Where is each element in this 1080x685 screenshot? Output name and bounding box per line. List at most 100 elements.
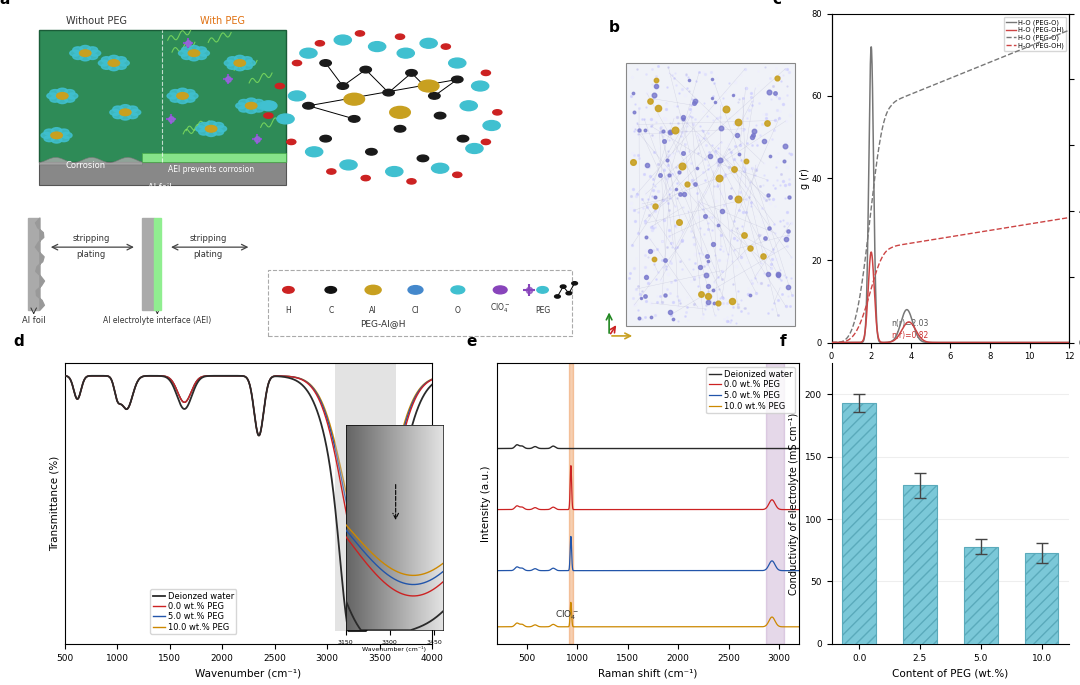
Circle shape bbox=[52, 137, 62, 143]
H-O (PEG-O) bbox=[825, 338, 838, 347]
0.0 wt.% PEG bbox=[784, 506, 797, 514]
Circle shape bbox=[451, 76, 463, 83]
Circle shape bbox=[432, 163, 448, 173]
Circle shape bbox=[442, 44, 450, 49]
5.0 wt.% PEG bbox=[505, 566, 518, 575]
Text: H: H bbox=[285, 306, 292, 314]
Circle shape bbox=[116, 57, 126, 62]
Circle shape bbox=[58, 136, 69, 142]
H-O (PEG-O) bbox=[865, 43, 878, 51]
Circle shape bbox=[189, 45, 199, 51]
Text: f: f bbox=[780, 334, 786, 349]
10.0 wt.% PEG bbox=[505, 623, 518, 631]
5.0 wt.% PEG bbox=[419, 379, 432, 388]
Deionized water bbox=[784, 445, 797, 453]
Y-axis label: g (r): g (r) bbox=[800, 168, 810, 188]
Circle shape bbox=[555, 295, 561, 298]
Circle shape bbox=[494, 286, 508, 294]
H-O (PEG-O) bbox=[930, 338, 943, 347]
Deionized water bbox=[490, 445, 503, 453]
10.0 wt.% PEG bbox=[199, 372, 212, 380]
Circle shape bbox=[120, 105, 131, 110]
Deionized water bbox=[511, 440, 524, 449]
Circle shape bbox=[50, 97, 60, 102]
Circle shape bbox=[561, 285, 566, 288]
Circle shape bbox=[234, 65, 245, 71]
5.0 wt.% PEG bbox=[215, 372, 228, 380]
10.0 wt.% PEG bbox=[426, 375, 438, 383]
H-O (PEG-O) bbox=[1015, 338, 1028, 347]
X-axis label: r (Å): r (Å) bbox=[940, 366, 961, 378]
Circle shape bbox=[283, 286, 294, 293]
Circle shape bbox=[349, 116, 360, 122]
Circle shape bbox=[408, 286, 423, 294]
Text: n(r)=2.03: n(r)=2.03 bbox=[891, 319, 929, 328]
Circle shape bbox=[239, 106, 249, 112]
X-axis label: Wavenumber (cm⁻¹): Wavenumber (cm⁻¹) bbox=[195, 668, 301, 678]
Circle shape bbox=[451, 286, 464, 294]
Circle shape bbox=[225, 60, 234, 66]
Line: H-O (PEG-O): H-O (PEG-O) bbox=[832, 47, 1069, 342]
Circle shape bbox=[460, 101, 477, 111]
Text: Cl: Cl bbox=[411, 306, 419, 314]
Circle shape bbox=[199, 123, 210, 128]
Circle shape bbox=[62, 132, 72, 138]
Circle shape bbox=[300, 48, 318, 58]
Legend: Deionized water, 0.0 wt.% PEG, 5.0 wt.% PEG, 10.0 wt.% PEG: Deionized water, 0.0 wt.% PEG, 5.0 wt.% … bbox=[706, 367, 795, 413]
Circle shape bbox=[170, 90, 180, 95]
Circle shape bbox=[67, 93, 78, 99]
Circle shape bbox=[57, 98, 67, 103]
Deionzed water bbox=[426, 381, 438, 389]
0.0 wt.% PEG bbox=[784, 506, 797, 514]
5.0 wt.% PEG bbox=[426, 375, 438, 384]
10.0 wt.% PEG bbox=[219, 372, 232, 380]
Line: 10.0 wt.% PEG: 10.0 wt.% PEG bbox=[497, 602, 799, 627]
Circle shape bbox=[197, 47, 206, 53]
Circle shape bbox=[242, 64, 253, 69]
10.0 wt.% PEG bbox=[793, 623, 806, 631]
H-O (PEG-OH) bbox=[930, 338, 943, 347]
Circle shape bbox=[457, 136, 469, 142]
Circle shape bbox=[355, 31, 365, 36]
Circle shape bbox=[181, 53, 192, 60]
Deionized water bbox=[784, 445, 797, 453]
Circle shape bbox=[58, 129, 69, 135]
X-axis label: Raman shift (cm⁻¹): Raman shift (cm⁻¹) bbox=[598, 668, 698, 678]
Circle shape bbox=[395, 34, 405, 39]
Circle shape bbox=[127, 113, 138, 119]
Circle shape bbox=[343, 93, 365, 105]
Circle shape bbox=[116, 64, 126, 69]
Line: 5.0 wt.% PEG: 5.0 wt.% PEG bbox=[497, 536, 799, 571]
Text: stripping: stripping bbox=[72, 234, 110, 242]
Circle shape bbox=[537, 286, 549, 293]
H-O (PEG-OH) bbox=[921, 338, 934, 346]
10.0 wt.% PEG bbox=[784, 623, 797, 631]
Circle shape bbox=[386, 166, 403, 177]
5.0 wt.% PEG bbox=[100, 372, 113, 380]
Deionzed water bbox=[342, 627, 355, 635]
0.0 wt.% PEG bbox=[58, 372, 71, 380]
Circle shape bbox=[302, 103, 314, 109]
Text: e: e bbox=[467, 334, 477, 349]
Line: Deionized water: Deionized water bbox=[497, 445, 799, 449]
Text: PEG-Al@H: PEG-Al@H bbox=[360, 319, 406, 327]
Circle shape bbox=[235, 103, 246, 109]
Circle shape bbox=[46, 93, 57, 99]
Circle shape bbox=[167, 93, 177, 99]
5.0 wt.% PEG bbox=[122, 403, 135, 412]
Bar bbox=[903, 486, 936, 644]
10.0 wt.% PEG bbox=[215, 372, 228, 380]
Circle shape bbox=[205, 125, 217, 132]
Text: C: C bbox=[328, 306, 334, 314]
Circle shape bbox=[482, 71, 490, 75]
Text: plating: plating bbox=[193, 250, 222, 259]
Circle shape bbox=[80, 45, 91, 51]
Circle shape bbox=[87, 53, 97, 60]
Circle shape bbox=[65, 90, 75, 95]
0.0 wt.% PEG bbox=[419, 380, 432, 388]
Bar bbox=[766, 363, 784, 644]
Text: plating: plating bbox=[77, 250, 106, 259]
Text: a: a bbox=[0, 0, 10, 7]
Circle shape bbox=[80, 50, 91, 56]
Circle shape bbox=[260, 101, 276, 111]
